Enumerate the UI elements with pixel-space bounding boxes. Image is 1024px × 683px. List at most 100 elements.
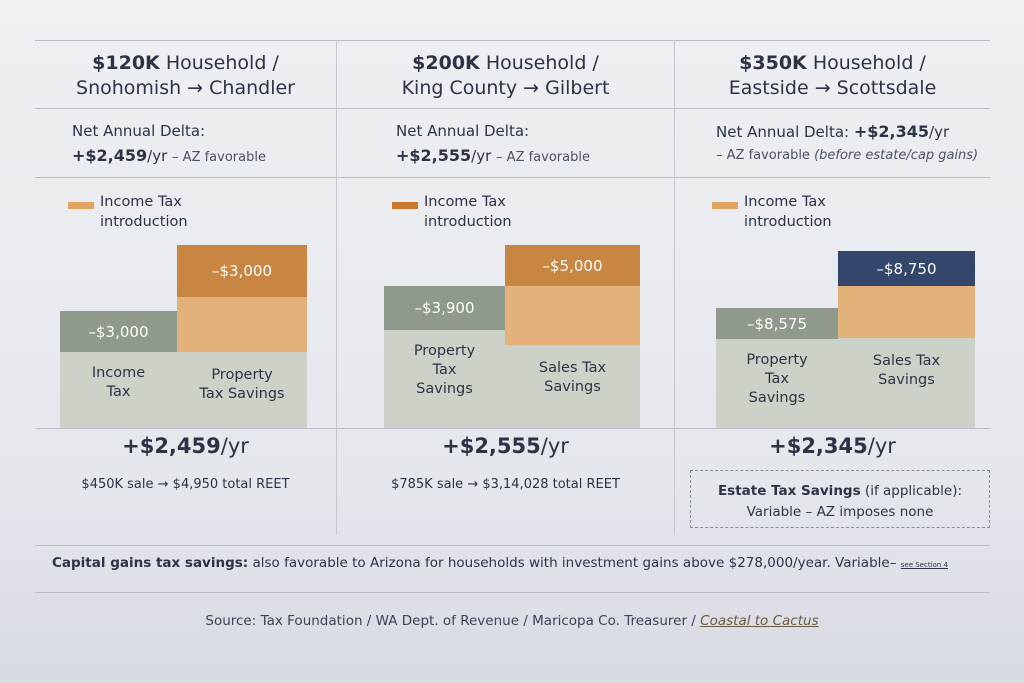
delta-note: – AZ favorable: [172, 150, 266, 165]
block-base: [505, 345, 640, 428]
block-band: [60, 311, 177, 352]
legend-text: Income Tax: [100, 194, 182, 210]
label-line: Property: [413, 343, 476, 359]
block-band: [384, 286, 505, 330]
result-value: +$2,345: [769, 434, 868, 458]
block-top: [177, 245, 307, 297]
rule: [35, 545, 990, 546]
result: +$2,345/yr: [675, 434, 990, 458]
block-value: –$3,000: [88, 322, 149, 341]
result-value: +$2,555: [442, 434, 541, 458]
result: +$2,459/yr: [35, 434, 336, 458]
rule: [675, 428, 990, 429]
block-label: Property Tax Savings: [384, 342, 505, 399]
delta-note: – AZ favorable: [716, 148, 810, 163]
legend-text: Income Tax: [744, 194, 826, 210]
rule: [35, 428, 336, 429]
delta-value: +$2,555: [396, 146, 472, 165]
label-line: Tax Savings: [199, 386, 285, 402]
panel-title: $350K Household /: [675, 52, 990, 74]
delta-value: +$2,345: [853, 122, 930, 141]
legend-swatch: [712, 202, 738, 209]
result: +$2,555/yr: [337, 434, 674, 458]
block-value: –$3,900: [414, 299, 475, 317]
delta-unit: /yr: [471, 147, 492, 165]
estate-box: Estate Tax Savings (if applicable): Varia…: [690, 470, 990, 528]
block-base: [60, 352, 177, 428]
block-label: Property Tax Savings: [716, 351, 838, 408]
label-line: Property: [211, 367, 273, 383]
rule: [35, 592, 990, 593]
label-line: Savings: [544, 379, 601, 395]
capital-gains-text: also favorable to Arizona for households…: [252, 555, 897, 571]
result-unit: /yr: [220, 434, 249, 458]
divider: [336, 40, 337, 535]
legend-text: introduction: [100, 214, 188, 230]
label-line: Tax: [432, 362, 457, 378]
label-line: Savings: [878, 372, 935, 388]
label-line: Savings: [748, 390, 806, 406]
block-value: –$8,575: [747, 314, 807, 333]
block-mid: [177, 297, 307, 352]
label-line: Property: [746, 352, 808, 368]
household-label: Household /: [485, 52, 599, 74]
rule: [337, 428, 674, 429]
rule: [337, 177, 674, 178]
household-income: $120K: [92, 52, 160, 74]
legend-text: Income Tax: [424, 194, 506, 210]
result-value: +$2,459: [122, 434, 221, 458]
block-base: [384, 330, 505, 428]
rule: [337, 108, 674, 109]
section-link[interactable]: see Section 4: [900, 561, 948, 569]
household-income: $350K: [739, 52, 807, 74]
block-label: Sales Tax Savings: [505, 359, 640, 397]
label-line: Savings: [416, 381, 473, 397]
delta-label: Net Annual Delta:: [396, 122, 530, 140]
rule: [35, 177, 336, 178]
source-text: Source: Tax Foundation / WA Dept. of Rev…: [205, 613, 696, 629]
delta-value: +$2,459: [72, 146, 148, 165]
household-income: $200K: [412, 52, 480, 74]
brand-link[interactable]: Coastal to Cactus: [700, 613, 819, 629]
delta-label: Net Annual Delta:: [72, 122, 206, 140]
estate-title-line: Estate Tax Savings (if applicable):: [691, 481, 989, 502]
legend-text: introduction: [424, 214, 512, 230]
route: Eastside → Scottsdale: [728, 77, 937, 99]
label-line: Tax: [765, 371, 789, 387]
block-value: –$8,750: [876, 259, 937, 278]
capital-gains-note: Capital gains tax savings: also favorabl…: [52, 555, 948, 571]
footer-note: $785K sale → $3,14,028 total REET: [391, 477, 620, 492]
rule: [35, 108, 336, 109]
block-label: Property Tax Savings: [177, 366, 307, 404]
delta-line: Net Annual Delta: +$2,345/yr: [716, 122, 949, 141]
delta-note: – AZ favorable: [496, 150, 590, 165]
legend-swatch: [68, 202, 94, 209]
estate-title: Estate Tax Savings: [717, 483, 861, 499]
label-line: Tax: [106, 384, 131, 400]
block-base: [177, 352, 307, 428]
estate-qualifier: (if applicable):: [864, 483, 963, 499]
route: Snohomish → Chandler: [76, 77, 295, 99]
label-line: Income: [91, 365, 146, 381]
divider: [674, 40, 675, 535]
block-base: [716, 339, 838, 428]
block-mid: [838, 286, 975, 338]
delta-unit: /yr: [147, 147, 168, 165]
delta-line: Net Annual Delta:: [396, 122, 529, 140]
delta-unit: /yr: [929, 123, 950, 141]
block-label: Income Tax: [60, 364, 177, 402]
delta-line: Net Annual Delta:: [72, 122, 205, 140]
panel-title: $120K Household /: [35, 52, 336, 74]
delta-value-line: +$2,459/yr – AZ favorable: [72, 146, 266, 165]
household-label: Household /: [165, 52, 279, 74]
rule: [675, 108, 990, 109]
delta-value-line: +$2,555/yr – AZ favorable: [396, 146, 590, 165]
result-unit: /yr: [867, 434, 896, 458]
delta-note-line: – AZ favorable (before estate/cap gains): [716, 148, 978, 163]
block-value: –$3,000: [212, 262, 272, 280]
capital-gains-label: Capital gains tax savings:: [52, 555, 249, 571]
source-note: Source: Tax Foundation / WA Dept. of Rev…: [0, 613, 1024, 629]
block-top: [838, 251, 975, 286]
route: King County → Gilbert: [401, 77, 610, 99]
